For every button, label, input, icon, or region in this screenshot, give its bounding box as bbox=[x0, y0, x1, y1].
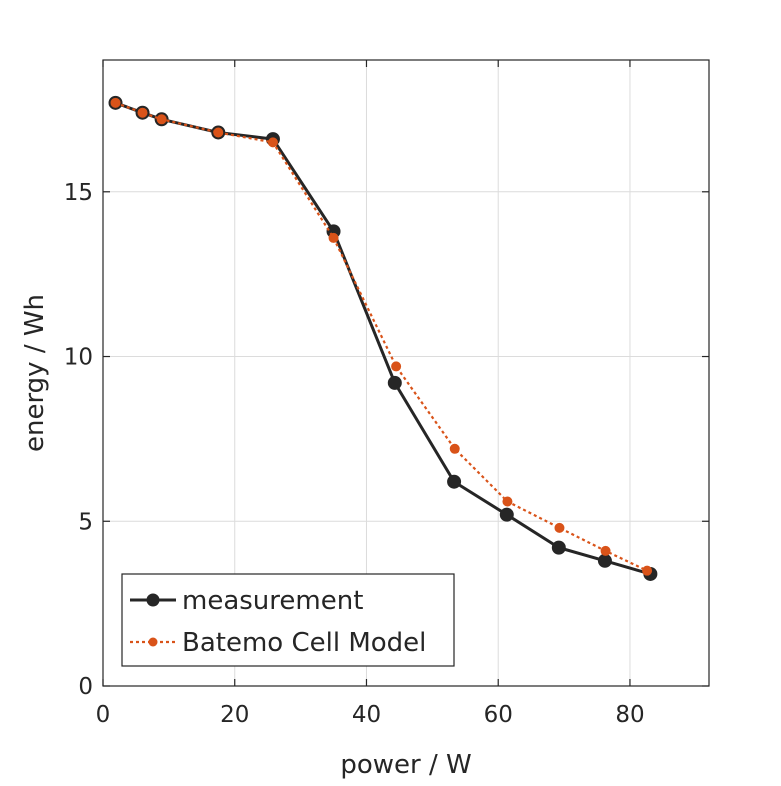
data-point bbox=[551, 540, 566, 555]
y-tick-label: 0 bbox=[78, 674, 93, 700]
legend-marker-batemo-cell-model bbox=[148, 637, 158, 647]
legend-label-measurement: measurement bbox=[182, 586, 363, 616]
x-tick-label: 40 bbox=[352, 702, 381, 728]
data-point bbox=[387, 375, 402, 390]
series-line bbox=[115, 101, 648, 572]
data-point bbox=[213, 127, 224, 138]
series-measurement bbox=[108, 95, 658, 581]
data-point bbox=[642, 565, 653, 576]
x-tick-label: 60 bbox=[484, 702, 513, 728]
axis-ticks: 0 20 40 60 80 0 5 10 15 bbox=[64, 60, 709, 728]
data-point bbox=[328, 232, 339, 243]
x-tick-label: 0 bbox=[96, 702, 111, 728]
y-tick-label: 10 bbox=[64, 345, 93, 371]
data-point bbox=[137, 107, 148, 118]
grid bbox=[103, 60, 709, 686]
data-point bbox=[600, 545, 611, 556]
legend-marker-measurement bbox=[146, 593, 160, 607]
data-point bbox=[502, 496, 513, 507]
plot-area-frame bbox=[102, 59, 710, 687]
data-point bbox=[391, 361, 402, 372]
y-tick-label: 15 bbox=[64, 180, 93, 206]
x-axis-label: power / W bbox=[340, 750, 471, 780]
data-point bbox=[110, 97, 121, 108]
legend-label-batemo-cell-model: Batemo Cell Model bbox=[182, 628, 426, 658]
y-axis-label: energy / Wh bbox=[20, 294, 50, 452]
data-point bbox=[554, 522, 565, 533]
series-line bbox=[114, 101, 651, 576]
legend-box bbox=[121, 573, 455, 667]
legend: measurement Batemo Cell Model bbox=[121, 573, 455, 667]
y-tick-label: 5 bbox=[78, 509, 93, 535]
series-group bbox=[108, 95, 658, 581]
x-tick-label: 80 bbox=[615, 702, 644, 728]
data-point bbox=[267, 137, 278, 148]
data-point bbox=[156, 114, 167, 125]
series-batemo-cell-model bbox=[110, 97, 653, 576]
data-point bbox=[447, 474, 462, 489]
x-tick-label: 20 bbox=[220, 702, 249, 728]
data-point bbox=[449, 443, 460, 454]
data-point bbox=[597, 553, 612, 568]
data-point bbox=[499, 507, 514, 522]
